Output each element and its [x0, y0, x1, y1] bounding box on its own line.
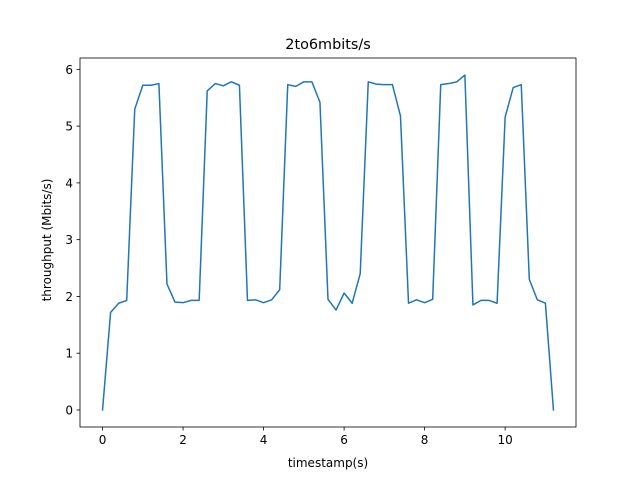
x-axis-label: timestamp(s)	[288, 456, 368, 470]
x-tick-label: 6	[340, 433, 348, 447]
y-tick-label: 3	[65, 233, 73, 247]
y-tick-label: 2	[65, 290, 73, 304]
series-line-0	[101, 74, 555, 411]
x-tick-label: 2	[179, 433, 187, 447]
y-tick-label: 1	[65, 347, 73, 361]
x-tick-label: 0	[99, 433, 107, 447]
axes-frame	[79, 57, 577, 428]
x-tick-label: 10	[498, 433, 513, 447]
y-axis-label: throughput (Mbits/s)	[40, 179, 54, 302]
y-tick-label: 0	[65, 403, 73, 417]
y-tick-label: 4	[65, 176, 73, 190]
chart-title: 2to6mbits/s	[285, 37, 370, 53]
y-tick-label: 5	[65, 120, 73, 134]
x-tick-label: 8	[421, 433, 429, 447]
y-tick-label: 6	[65, 63, 73, 77]
plot-area: 0 2 4 6 8 10 0 1 2 3 4 5 6	[65, 57, 577, 447]
x-tick-label: 4	[260, 433, 268, 447]
